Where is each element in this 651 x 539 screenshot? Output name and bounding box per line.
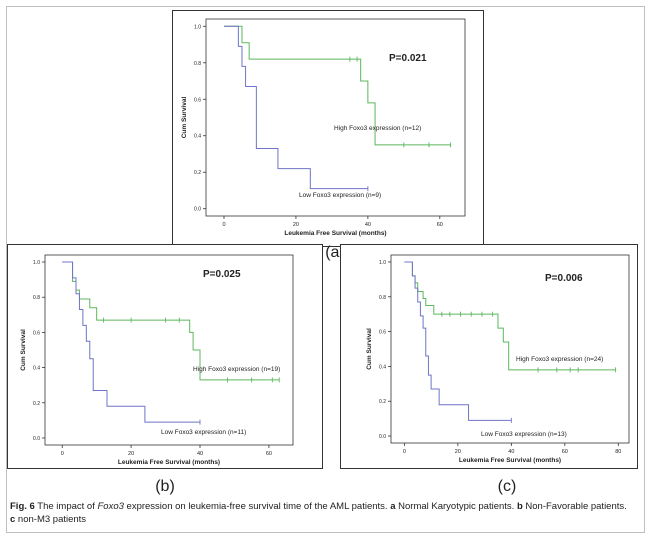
- y-tick-label: 0.4: [33, 366, 40, 372]
- x-tick-label: 20: [128, 451, 134, 457]
- survival-curve-low: [223, 25, 368, 190]
- chart-panel-a: 0.0 0.2 0.4 0.6 0.8 1.0 0 20 40 60 Leukemia Free S…: [172, 10, 484, 247]
- y-tick-label: 0.2: [379, 399, 386, 405]
- x-tick-label: 0: [61, 451, 64, 457]
- y-axis-label: Cum Survival: [181, 97, 188, 139]
- panel-label-c: (c): [497, 478, 517, 495]
- y-tick-label: 0.6: [379, 330, 386, 336]
- plot-area: [390, 254, 630, 444]
- x-tick-label: 60: [437, 222, 443, 228]
- chart-panel-c: 0.0 0.2 0.4 0.6 0.8 1.0 0 20 40 60 80 Leukemia Free…: [340, 244, 638, 469]
- plot-area: [44, 254, 294, 446]
- panel-label-b: (b): [155, 478, 175, 495]
- caption-text-mid: expression on leukemia-free survival tim…: [123, 501, 391, 512]
- x-tick-label: 80: [615, 449, 621, 455]
- y-tick-label: 0.8: [33, 295, 40, 301]
- y-tick-label: 0.0: [194, 207, 201, 213]
- survival-curve-high: [223, 25, 451, 146]
- x-tick-label: 20: [455, 449, 461, 455]
- km-plot-a: 0.0 0.2 0.4 0.6 0.8 1.0 0 20 40 60 Leukemia Free S…: [181, 18, 466, 237]
- survival-curve-low: [62, 261, 200, 423]
- y-axis-label: Cum Survival: [366, 328, 373, 370]
- x-axis-label: Leukemia Free Survival (months): [118, 459, 220, 466]
- survival-curve-low: [404, 261, 512, 421]
- caption-c-label: c: [10, 514, 16, 525]
- x-tick-label: 40: [365, 222, 371, 228]
- p-value: P=0.006: [545, 273, 583, 284]
- panel-label-a: (a): [325, 244, 345, 261]
- x-tick-label: 20: [293, 222, 299, 228]
- x-axis-label: Leukemia Free Survival (months): [284, 230, 386, 237]
- x-tick-label: 40: [197, 451, 203, 457]
- caption-a-text: Normal Karyotypic patients.: [395, 501, 517, 512]
- caption-fig-label: Fig. 6: [10, 501, 35, 512]
- y-axis-label: Cum Survival: [20, 329, 27, 371]
- caption-text-pre: The impact of: [34, 501, 98, 512]
- y-tick-label: 0.6: [33, 330, 40, 336]
- plot-area: [205, 18, 466, 217]
- y-tick-label: 0.6: [194, 97, 201, 103]
- y-tick-label: 0.8: [379, 295, 386, 301]
- series-label-high: High Foxo3 expression (n=24): [516, 356, 603, 363]
- y-tick-label: 0.4: [194, 134, 201, 140]
- x-tick-label: 60: [562, 449, 568, 455]
- caption-c-text: non-M3 patients: [15, 514, 87, 525]
- caption-gene: Foxo3: [97, 501, 124, 512]
- y-tick-label: 0.0: [33, 436, 40, 442]
- km-plot-b: 0.0 0.2 0.4 0.6 0.8 1.0 0 20 40 60 Leukemia Free S…: [20, 254, 294, 466]
- y-tick-label: 0.2: [33, 401, 40, 407]
- y-tick-label: 0.4: [379, 364, 386, 370]
- series-label-low: Low Foxo3 expression (n=11): [161, 429, 246, 436]
- figure-caption: Fig. 6 The impact of Foxo3 expression on…: [10, 500, 630, 526]
- series-label-high: High Foxo3 expression (n=12): [334, 125, 421, 132]
- survival-curve-high: [62, 261, 280, 381]
- caption-b-text: Non-Favorable patients.: [522, 501, 627, 512]
- x-tick-label: 40: [508, 449, 514, 455]
- x-tick-label: 0: [403, 449, 406, 455]
- y-tick-label: 0.0: [379, 434, 386, 440]
- caption-a-label: a: [390, 501, 396, 512]
- x-axis-label: Leukemia Free Survival (months): [459, 457, 561, 464]
- p-value: P=0.021: [389, 53, 427, 64]
- series-label-high: High Foxo3 expression (n=19): [193, 366, 280, 373]
- survival-curve-high: [404, 261, 616, 371]
- caption-b-label: b: [516, 501, 523, 512]
- x-tick-label: 0: [222, 222, 225, 228]
- series-label-low: Low Foxo3 expression (n=13): [481, 431, 567, 438]
- series-label-low: Low Foxo3 expression (n=9): [299, 192, 381, 199]
- y-tick-label: 1.0: [194, 24, 201, 30]
- y-tick-label: 1.0: [379, 260, 386, 266]
- p-value: P=0.025: [203, 269, 241, 280]
- y-tick-label: 0.8: [194, 61, 201, 67]
- chart-panel-b: 0.0 0.2 0.4 0.6 0.8 1.0 0 20 40 60 Leukemia Free S…: [7, 244, 323, 469]
- y-tick-label: 0.2: [194, 170, 201, 176]
- y-tick-label: 1.0: [33, 260, 40, 266]
- km-plot-c: 0.0 0.2 0.4 0.6 0.8 1.0 0 20 40 60 80 Leukemia Free…: [366, 254, 630, 464]
- x-tick-label: 60: [266, 451, 272, 457]
